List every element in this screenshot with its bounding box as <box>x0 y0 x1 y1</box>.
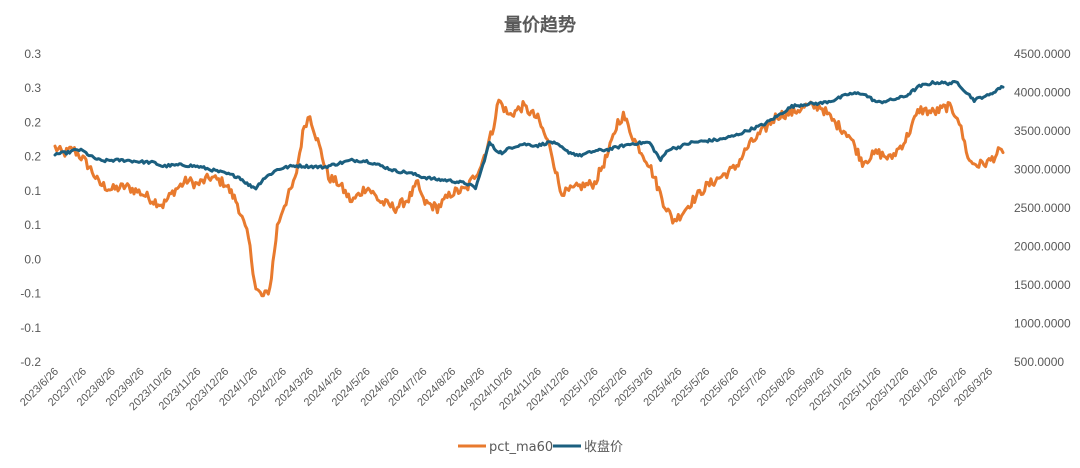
x-axis: 2023/6/262023/7/262023/8/262023/9/262023… <box>18 366 995 413</box>
plot-area <box>53 80 1005 298</box>
y-right-tick-label: 3000.0000 <box>1014 163 1071 177</box>
legend: pct_ma60 收盘价 <box>458 439 623 455</box>
legend-label-close-price: 收盘价 <box>584 439 623 455</box>
series-line-close-price <box>53 80 1005 191</box>
y-left-tick-label: 0.3 <box>24 81 41 95</box>
series-line-pct-ma60 <box>53 98 1005 298</box>
y-left-tick-label: -0.1 <box>20 321 41 335</box>
y-right-tick-label: 1000.0000 <box>1014 317 1071 331</box>
y-right-tick-label: 4500.0000 <box>1014 47 1071 61</box>
y-right-axis: 4500.0000 4000.0000 3500.0000 3000.0000 2500… <box>1014 47 1071 369</box>
y-left-tick-label: 0.2 <box>24 115 41 129</box>
y-left-tick-label: 0.1 <box>24 184 41 198</box>
y-right-tick-label: 1500.0000 <box>1014 278 1071 292</box>
y-right-tick-label: 3500.0000 <box>1014 124 1071 138</box>
y-right-tick-label: 500.0000 <box>1014 355 1064 369</box>
y-right-tick-label: 2000.0000 <box>1014 240 1071 254</box>
y-right-tick-label: 2500.0000 <box>1014 201 1071 215</box>
legend-label-pct-ma60: pct_ma60 <box>489 440 553 455</box>
y-right-tick-label: 4000.0000 <box>1014 86 1071 100</box>
y-left-tick-label: 0.1 <box>24 218 41 232</box>
y-left-tick-label: -0.2 <box>20 355 41 369</box>
y-left-tick-label: 0.0 <box>24 252 41 266</box>
chart-title: 量价趋势 <box>504 14 576 36</box>
y-left-axis: 0.3 0.3 0.2 0.2 0.1 0.1 0.0 -0.1 -0.1 -0.2 <box>20 47 41 369</box>
y-left-tick-label: 0.3 <box>24 47 41 61</box>
y-left-tick-label: -0.1 <box>20 287 41 301</box>
y-left-tick-label: 0.2 <box>24 150 41 164</box>
